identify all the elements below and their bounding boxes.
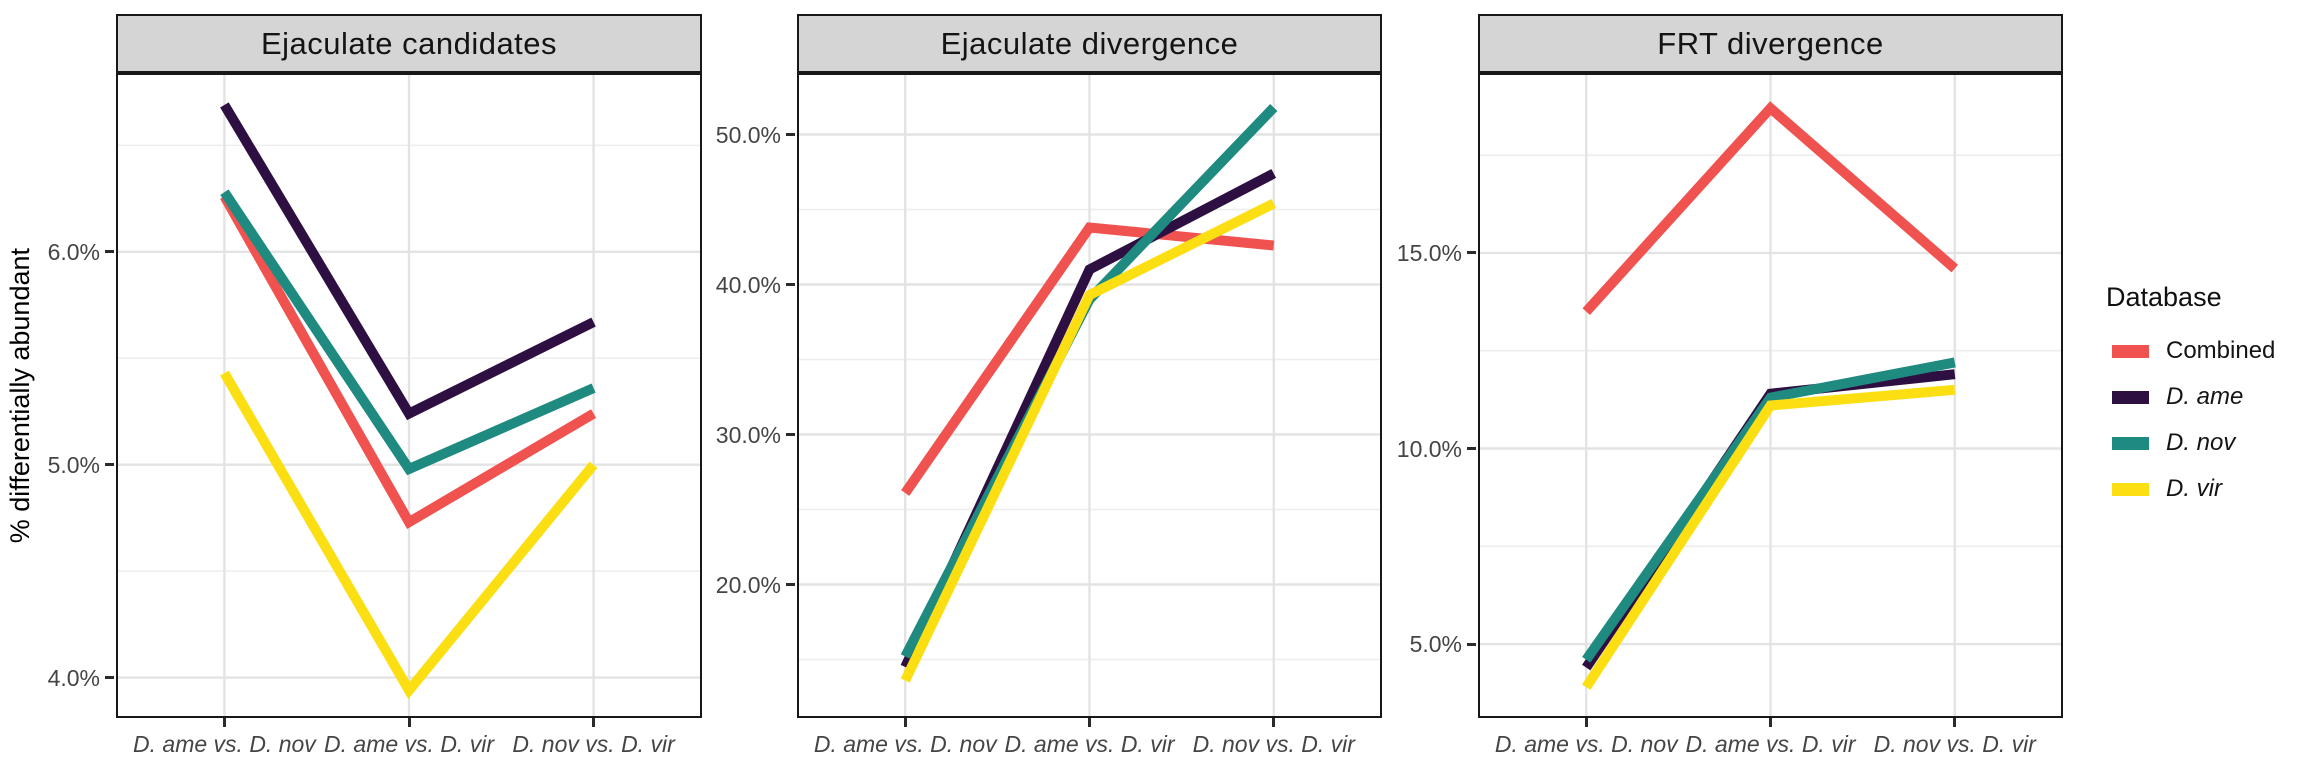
legend-label: D. nov: [2166, 429, 2236, 456]
plot-area-frt-divergence: [1478, 73, 2063, 718]
x-tick-mark: [1769, 718, 1772, 727]
series-line-d-nov: [1582, 357, 1956, 663]
series-line-d-vir: [900, 199, 1276, 683]
y-tick-label: 6.0%: [47, 238, 100, 265]
y-tick-mark: [786, 283, 795, 286]
legend-item-combined: Combined: [2112, 337, 2276, 364]
series-line-d-vir: [220, 370, 598, 700]
series-line-d-nov: [220, 189, 596, 476]
x-tick-mark: [1953, 718, 1957, 727]
y-tick-label: 5.0%: [1409, 631, 1462, 658]
y-tick-label: 50.0%: [715, 121, 781, 148]
x-tick-label: D. nov vs. D. vir: [1192, 731, 1355, 757]
legend-item-d-ame: D. ame: [2112, 383, 2244, 410]
facet-title: FRT divergence: [1657, 25, 1884, 61]
facet-strip-ejaculate-candidates: Ejaculate candidates: [116, 14, 702, 73]
y-tick-label: 4.0%: [47, 664, 100, 691]
series-line-d-ame: [220, 102, 596, 421]
y-tick-label: 5.0%: [47, 451, 100, 478]
x-tick-label: D. ame vs. D. nov: [813, 731, 997, 757]
series-line-d-vir: [1582, 384, 1956, 690]
legend-label: D. ame: [2166, 383, 2244, 410]
legend-label: D. vir: [2166, 475, 2222, 502]
series-line-combined: [1582, 101, 1959, 315]
panel-canvas: [1480, 75, 2061, 716]
legend-title: Database: [2106, 282, 2222, 312]
facet-strip-ejaculate-divergence: Ejaculate divergence: [797, 14, 1382, 73]
x-tick-label: D. ame vs. D. nov: [133, 731, 316, 757]
y-tick-mark: [786, 133, 795, 136]
legend-swatch-d-ame: [2112, 390, 2149, 404]
y-tick-mark: [105, 676, 114, 680]
y-tick-mark: [105, 463, 114, 467]
y-tick-mark: [1467, 251, 1476, 255]
legend-swatch-combined: [2112, 344, 2149, 358]
legend-item-d-vir: D. vir: [2112, 475, 2222, 502]
legend-label: Combined: [2166, 337, 2276, 364]
y-tick-mark: [1467, 642, 1476, 646]
x-tick-mark: [903, 718, 907, 727]
y-tick-label: 15.0%: [1396, 239, 1462, 266]
x-tick-label: D. nov vs. D. vir: [512, 731, 675, 757]
x-tick-label: D. ame vs. D. vir: [324, 731, 494, 757]
facet-title: Ejaculate divergence: [940, 25, 1239, 61]
facet-strip-frt-divergence: FRT divergence: [1478, 14, 2063, 73]
y-tick-label: 30.0%: [715, 421, 781, 448]
legend-item-d-nov: D. nov: [2112, 429, 2236, 456]
x-tick-mark: [407, 718, 411, 727]
x-tick-mark: [592, 718, 596, 727]
legend-swatch-d-nov: [2112, 436, 2149, 450]
x-tick-mark: [1272, 718, 1276, 727]
panel-canvas: [118, 75, 700, 716]
x-tick-label: D. nov vs. D. vir: [1873, 731, 2036, 757]
x-tick-mark: [1088, 718, 1091, 727]
facet-title: Ejaculate candidates: [260, 25, 558, 61]
x-tick-label: D. ame vs. D. nov: [1494, 731, 1678, 757]
panel-canvas: [799, 75, 1380, 716]
y-tick-label: 10.0%: [1396, 435, 1462, 462]
y-tick-label: 40.0%: [715, 271, 781, 298]
y-axis-title: % differentially abundant: [4, 247, 35, 544]
x-tick-label: D. ame vs. D. vir: [1685, 731, 1856, 757]
y-tick-mark: [786, 433, 795, 436]
x-tick-label: D. ame vs. D. vir: [1004, 731, 1175, 757]
series-line-combined: [220, 193, 597, 530]
y-tick-mark: [1467, 447, 1476, 450]
y-tick-mark: [105, 250, 114, 254]
x-tick-mark: [1584, 718, 1588, 727]
x-tick-mark: [222, 718, 226, 727]
y-tick-mark: [786, 583, 795, 586]
legend-swatch-d-vir: [2112, 482, 2149, 496]
plot-area-ejaculate-candidates: [116, 73, 702, 718]
y-tick-label: 20.0%: [715, 571, 781, 598]
plot-area-ejaculate-divergence: [797, 73, 1382, 718]
